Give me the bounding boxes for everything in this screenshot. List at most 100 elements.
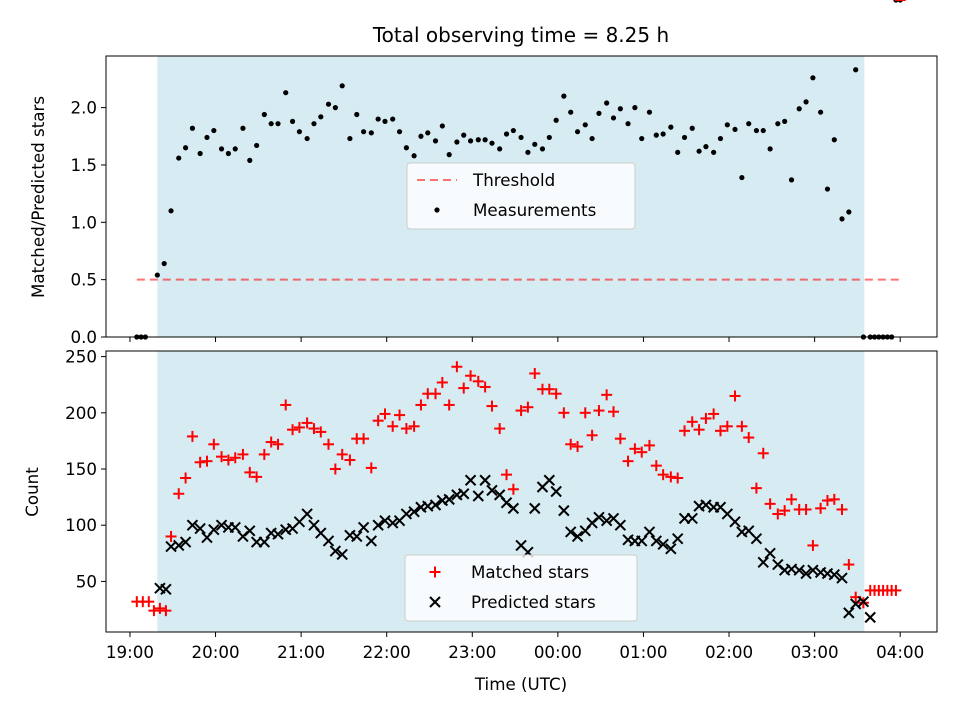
matched-star-point — [251, 471, 263, 483]
matched-star-point — [379, 408, 391, 420]
predicted-star-point — [464, 474, 477, 486]
matched-star-point — [358, 433, 370, 445]
cross-b — [165, 540, 177, 553]
legend-predicted-label: Predicted stars — [471, 592, 596, 612]
cross-b — [258, 536, 271, 548]
matched-star-point — [229, 452, 241, 464]
measurement-point — [831, 137, 837, 143]
measurement-point — [232, 146, 238, 152]
legend-predicted-swatch — [429, 596, 441, 608]
cross-b — [429, 596, 441, 608]
matched-star-point — [458, 382, 470, 394]
predicted-star-point — [657, 538, 669, 551]
cross-b — [229, 521, 241, 534]
matched-star-point — [764, 498, 776, 510]
matched-star-point — [843, 559, 855, 571]
predicted-star-point — [764, 547, 776, 560]
measurement-point — [824, 186, 831, 192]
y-tick-label: 100 — [65, 515, 97, 535]
measurement-point — [646, 109, 653, 115]
legend-box — [404, 554, 638, 622]
measurement-point — [625, 121, 631, 127]
y-axis-label-ratio: Matched/Predicted stars — [28, 96, 48, 298]
measurement-point — [425, 130, 431, 136]
predicted-star-point — [386, 517, 399, 529]
cross-b — [665, 543, 677, 555]
cross-b — [864, 611, 876, 624]
matched-star-point — [394, 409, 406, 421]
cross-b — [529, 502, 541, 515]
matched-star-point — [244, 466, 256, 478]
x-tick-label: 03:00 — [791, 642, 839, 662]
measurement-point — [403, 145, 409, 151]
predicted-star-point — [351, 530, 363, 543]
predicted-star-point — [329, 545, 342, 557]
predicted-star-point — [472, 490, 484, 502]
y-tick-label: 1.0 — [70, 212, 97, 232]
y-tick-label: 250 — [65, 347, 97, 367]
measurement-point — [283, 90, 289, 96]
predicted-star-point — [408, 506, 420, 518]
cross-b — [272, 528, 284, 540]
matched-star-point — [821, 494, 833, 506]
y-axis-label-count: Count — [22, 467, 42, 517]
cross-b — [650, 535, 662, 547]
matched-star-point — [629, 443, 641, 455]
measurement-point — [354, 111, 360, 118]
matched-star-point — [779, 505, 791, 517]
matched-star-point — [665, 471, 677, 483]
predicted-star-point — [486, 484, 498, 497]
measurement-point — [361, 129, 367, 135]
matched-star-point — [579, 407, 591, 419]
measurement-point — [589, 135, 595, 142]
cross-b — [422, 500, 434, 512]
cross-b — [458, 488, 470, 500]
matched-star-point — [237, 448, 249, 460]
measurement-point — [204, 134, 210, 141]
legend-measurements-label: Measurements — [473, 200, 596, 220]
matched-star-point — [679, 425, 691, 437]
cross-b — [322, 535, 335, 547]
matched-star-point — [565, 438, 577, 450]
matched-star-point — [643, 439, 655, 451]
predicted-star-point — [357, 521, 370, 534]
matched-star-point — [272, 438, 284, 450]
measurement-point — [810, 75, 816, 81]
matched-star-point — [336, 448, 348, 460]
matched-star-point — [572, 441, 584, 453]
measurement-point — [275, 121, 281, 127]
cross-b — [657, 538, 669, 551]
predicted-star-point — [429, 499, 442, 511]
matched-star-point — [216, 451, 228, 463]
cross-b — [607, 512, 620, 525]
matched-star-point — [593, 405, 605, 417]
measurement-point — [696, 148, 702, 154]
predicted-star-point — [160, 583, 172, 595]
cross-b — [472, 490, 484, 502]
y-tick-label: 0.0 — [70, 327, 97, 347]
cross-b — [593, 511, 605, 524]
matched-star-point — [201, 455, 213, 467]
measurement-point — [796, 106, 802, 112]
measurement-point — [681, 134, 688, 141]
matched-star-point — [400, 423, 412, 435]
matched-star-point — [436, 376, 448, 388]
measurement-point — [247, 157, 253, 163]
measurement-point — [803, 99, 809, 105]
predicted-star-point — [458, 488, 470, 500]
matched-star-point — [165, 530, 177, 542]
cross-b — [365, 535, 378, 547]
matched-star-point — [472, 375, 484, 387]
cross-b — [357, 521, 370, 534]
matched-star-point — [522, 401, 534, 413]
measurement-point — [724, 122, 730, 128]
plot-frame — [105, 55, 938, 338]
matched-star-point — [828, 493, 840, 505]
matched-star-point — [586, 429, 598, 441]
matched-star-point — [258, 448, 270, 460]
measurement-point — [240, 125, 246, 131]
matched-star-point — [194, 456, 206, 468]
cross-b — [154, 582, 166, 594]
measurement-point — [489, 140, 495, 146]
cross-b — [160, 583, 172, 595]
